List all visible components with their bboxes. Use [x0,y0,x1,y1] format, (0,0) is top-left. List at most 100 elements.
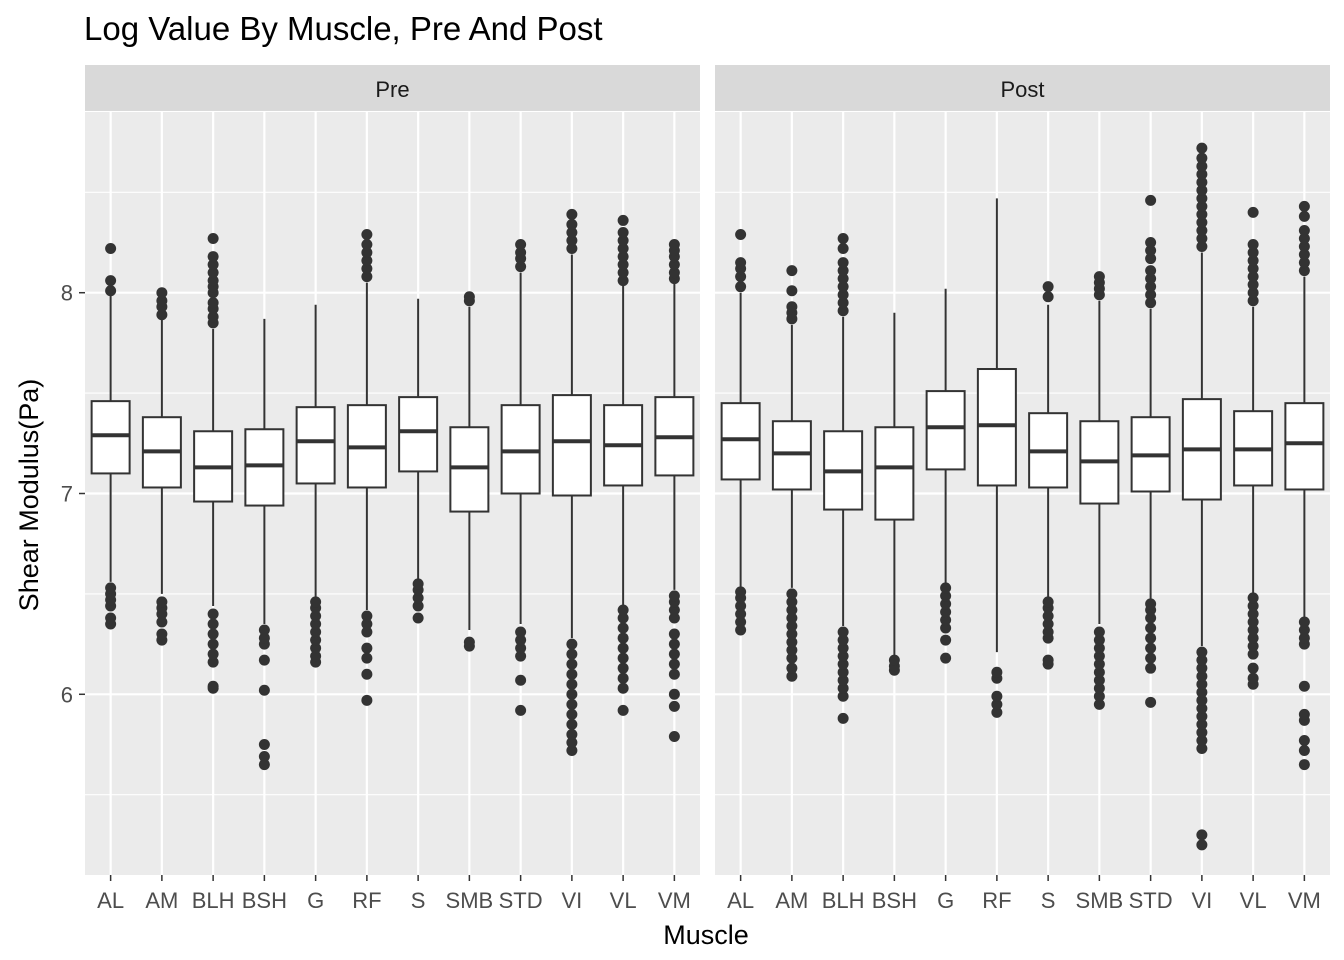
outlier-point [940,622,952,634]
outlier-point [1145,265,1157,277]
outlier-point [668,730,680,742]
outlier-point [837,273,849,285]
outlier-point [1247,287,1259,299]
outlier-point [515,704,527,716]
outlier-point [837,682,849,694]
outlier-point [617,251,629,263]
outlier-point [566,218,578,230]
box-pre-vi [551,208,592,757]
outlier-point [1298,232,1310,244]
outlier-point [668,590,680,602]
outlier-point [837,626,849,638]
outlier-point [1145,194,1157,206]
outlier-point [1196,192,1208,204]
outlier-point [1196,678,1208,690]
outlier-point [837,281,849,293]
outlier-point [1247,608,1259,620]
outlier-point [837,305,849,317]
outlier-point [617,672,629,684]
outlier-point [1196,726,1208,738]
outlier-point [786,662,798,674]
box-post-am [771,265,812,682]
outlier-point [837,243,849,255]
outlier-point [1042,291,1054,303]
outlier-point [566,668,578,680]
outlier-point [566,658,578,670]
outlier-point [515,650,527,662]
outlier-point [207,608,219,620]
outlier-point [735,257,747,269]
box-post-vl [1233,206,1274,690]
outlier-point [1298,224,1310,236]
outlier-point [258,751,270,763]
x-tick-label: RF [982,888,1011,913]
outlier-point [1298,257,1310,269]
outlier-point [515,261,527,273]
outlier-point [1196,646,1208,658]
box-pre-smb [449,291,490,652]
outlier-point [566,648,578,660]
outlier-point [735,624,747,636]
outlier-point [310,610,322,622]
outlier-point [668,612,680,624]
outlier-point [1247,279,1259,291]
y-tick-label: 7 [61,482,73,507]
outlier-point [1298,759,1310,771]
outlier-point [786,652,798,664]
x-tick-label: AM [775,888,808,913]
box-iqr [500,404,541,495]
outlier-point [1298,680,1310,692]
outlier-point [310,650,322,662]
x-tick-label: AL [97,888,124,913]
box-pre-vm [654,239,695,742]
box-iqr [874,426,915,521]
outlier-point [105,285,117,297]
outlier-point [207,267,219,279]
outlier-point [1093,634,1105,646]
outlier-point [1298,249,1310,261]
box-post-std [1130,194,1171,708]
outlier-point [1042,626,1054,638]
outlier-point [156,309,168,321]
outlier-point [207,311,219,323]
outlier-point [991,666,1003,678]
outlier-point [837,634,849,646]
box-pre-vl [603,214,644,716]
box-post-bsh [874,312,915,676]
outlier-point [1093,626,1105,638]
outlier-point [566,736,578,748]
outlier-point [105,582,117,594]
outlier-point [258,632,270,644]
outlier-point [361,652,373,664]
outlier-point [1042,610,1054,622]
outlier-point [361,668,373,680]
box-pre-bsh [244,318,285,771]
outlier-point [361,610,373,622]
outlier-point [1298,265,1310,277]
outlier-point [156,616,168,628]
outlier-point [1145,245,1157,257]
outlier-point [105,275,117,287]
outlier-point [1196,694,1208,706]
outlier-point [1196,670,1208,682]
outlier-point [1247,592,1259,604]
outlier-point [1196,829,1208,841]
box-pre-rf [346,228,387,706]
chart-title: Log Value By Muscle, Pre And Post [84,10,603,47]
outlier-point [1145,289,1157,301]
outlier-point [361,228,373,240]
outlier-point [786,265,798,277]
outlier-point [786,285,798,297]
outlier-point [1145,598,1157,610]
outlier-point [463,636,475,648]
outlier-point [617,604,629,616]
outlier-point [1093,674,1105,686]
x-tick-label: AL [727,888,754,913]
outlier-point [207,232,219,244]
x-tick-label: VI [1191,888,1212,913]
outlier-point [668,700,680,712]
outlier-point [1042,654,1054,666]
outlier-point [515,626,527,638]
outlier-point [786,604,798,616]
